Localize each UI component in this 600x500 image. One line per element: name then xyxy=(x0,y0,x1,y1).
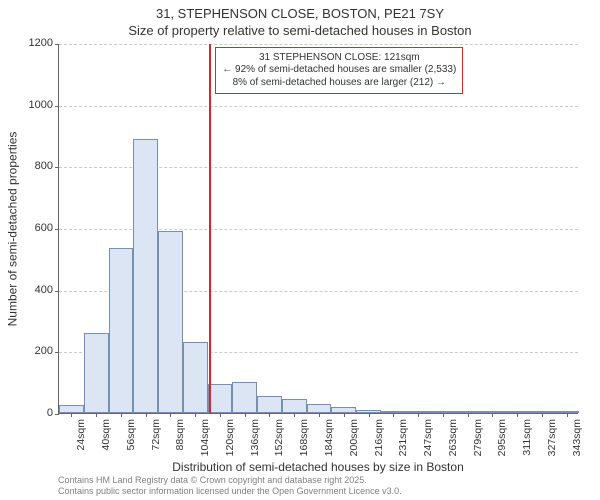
xtick-mark xyxy=(567,413,568,417)
grid-line xyxy=(59,106,578,107)
xtick-mark xyxy=(195,413,196,417)
annotation-line2: ← 92% of semi-detached houses are smalle… xyxy=(222,64,456,77)
histogram-bar xyxy=(158,231,183,413)
chart-title-line1: 31, STEPHENSON CLOSE, BOSTON, PE21 7SY xyxy=(0,6,600,21)
xtick-mark xyxy=(344,413,345,417)
xtick-mark xyxy=(146,413,147,417)
ytick-label: 400 xyxy=(19,284,59,296)
attribution-line1: Contains HM Land Registry data © Crown c… xyxy=(58,475,402,486)
xtick-mark xyxy=(245,413,246,417)
xtick-mark xyxy=(393,413,394,417)
xtick-mark xyxy=(96,413,97,417)
xtick-mark xyxy=(71,413,72,417)
xtick-mark xyxy=(319,413,320,417)
xtick-label: 56sqm xyxy=(125,419,137,451)
xtick-mark xyxy=(443,413,444,417)
ytick-label: 600 xyxy=(19,222,59,234)
xtick-mark xyxy=(294,413,295,417)
xtick-mark xyxy=(369,413,370,417)
xtick-label: 231sqm xyxy=(397,419,409,456)
xtick-label: 136sqm xyxy=(249,419,261,456)
histogram-bar xyxy=(282,399,307,413)
histogram-bar xyxy=(84,333,109,413)
xtick-label: 200sqm xyxy=(348,419,360,456)
xtick-label: 263sqm xyxy=(447,419,459,456)
x-axis-label: Distribution of semi-detached houses by … xyxy=(58,460,578,474)
histogram-bar xyxy=(183,342,208,413)
plot-area: 02004006008001000120024sqm40sqm56sqm72sq… xyxy=(58,44,578,414)
xtick-label: 24sqm xyxy=(75,419,87,451)
y-axis-label: Number of semi-detached properties xyxy=(5,132,19,327)
xtick-mark xyxy=(170,413,171,417)
xtick-mark xyxy=(220,413,221,417)
xtick-label: 88sqm xyxy=(174,419,186,451)
xtick-mark xyxy=(269,413,270,417)
attribution: Contains HM Land Registry data © Crown c… xyxy=(58,475,402,497)
annotation-box: 31 STEPHENSON CLOSE: 121sqm← 92% of semi… xyxy=(215,47,463,95)
attribution-line2: Contains public sector information licen… xyxy=(58,486,402,497)
histogram-bar xyxy=(109,248,134,413)
annotation-line3: 8% of semi-detached houses are larger (2… xyxy=(222,77,456,90)
histogram-bar xyxy=(208,384,233,413)
ytick-label: 200 xyxy=(19,345,59,357)
histogram-bar xyxy=(307,404,332,413)
ytick-label: 800 xyxy=(19,160,59,172)
xtick-mark xyxy=(121,413,122,417)
xtick-label: 120sqm xyxy=(224,419,236,456)
xtick-label: 279sqm xyxy=(472,419,484,456)
ytick-label: 0 xyxy=(19,407,59,419)
xtick-label: 216sqm xyxy=(373,419,385,456)
xtick-mark xyxy=(517,413,518,417)
chart-container: 31, STEPHENSON CLOSE, BOSTON, PE21 7SY S… xyxy=(0,0,600,500)
xtick-label: 40sqm xyxy=(100,419,112,451)
histogram-bar xyxy=(59,405,84,413)
xtick-label: 327sqm xyxy=(546,419,558,456)
grid-line xyxy=(59,44,578,45)
ytick-label: 1000 xyxy=(19,99,59,111)
xtick-label: 72sqm xyxy=(150,419,162,451)
xtick-mark xyxy=(418,413,419,417)
xtick-mark xyxy=(492,413,493,417)
chart-title-line2: Size of property relative to semi-detach… xyxy=(0,23,600,38)
histogram-bar xyxy=(257,396,282,413)
xtick-label: 343sqm xyxy=(571,419,583,456)
xtick-label: 168sqm xyxy=(298,419,310,456)
annotation-line1: 31 STEPHENSON CLOSE: 121sqm xyxy=(222,52,456,65)
histogram-bar xyxy=(232,382,257,413)
xtick-label: 311sqm xyxy=(521,419,533,456)
y-axis-label-wrap: Number of semi-detached properties xyxy=(4,44,20,414)
xtick-label: 184sqm xyxy=(323,419,335,456)
ytick-label: 1200 xyxy=(19,37,59,49)
xtick-label: 295sqm xyxy=(496,419,508,456)
xtick-mark xyxy=(542,413,543,417)
xtick-label: 152sqm xyxy=(273,419,285,456)
histogram-bar xyxy=(133,139,158,413)
xtick-label: 104sqm xyxy=(199,419,211,456)
xtick-mark xyxy=(468,413,469,417)
reference-line xyxy=(209,44,211,413)
xtick-label: 247sqm xyxy=(422,419,434,456)
